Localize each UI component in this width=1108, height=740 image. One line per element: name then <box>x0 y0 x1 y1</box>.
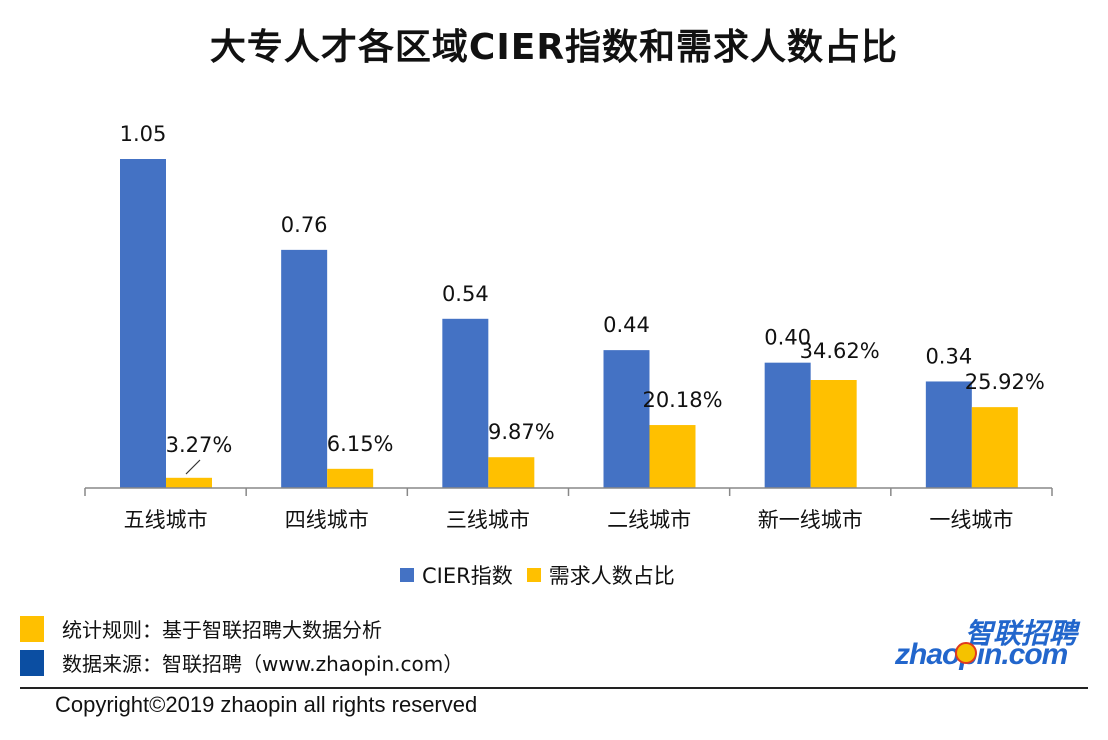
category-label: 新一线城市 <box>758 508 863 532</box>
bar-demand <box>488 457 535 488</box>
data-label-demand: 6.15% <box>327 432 394 456</box>
data-label-cier: 1.05 <box>120 122 167 146</box>
category-label: 一线城市 <box>929 508 1013 532</box>
chart-title: 大专人才各区域CIER指数和需求人数占比 <box>209 27 899 68</box>
bar-cier <box>281 249 328 488</box>
bar-demand <box>971 407 1018 488</box>
note-data-source: 数据来源：智联招聘（www.zhaopin.com） <box>20 648 463 677</box>
note-statistics-rule: 统计规则：基于智联招聘大数据分析 <box>20 614 382 643</box>
legend-swatch-demand <box>526 568 541 582</box>
note-source-text: 数据来源：智联招聘（www.zhaopin.com） <box>62 652 464 676</box>
data-label-cier: 0.40 <box>764 326 811 350</box>
category-label: 二线城市 <box>607 508 691 532</box>
legend-item-cier: CIER指数 <box>400 560 513 590</box>
footer-divider <box>20 687 1088 689</box>
note-statistics-text: 统计规则：基于智联招聘大数据分析 <box>62 618 382 642</box>
bar-demand <box>327 468 374 488</box>
note-blue-box <box>20 649 44 676</box>
bar-demand <box>810 380 857 488</box>
legend: CIER指数 需求人数占比 <box>400 560 689 590</box>
data-label-cier: 0.34 <box>925 344 972 368</box>
data-label-cier: 0.76 <box>281 213 328 237</box>
bar-cier <box>442 318 489 488</box>
bar-cier <box>764 362 811 488</box>
note-yellow-box <box>20 615 44 642</box>
logo-cn-text: 智联招聘 <box>964 617 1077 650</box>
bar-demand <box>166 477 212 488</box>
logo-dot-icon <box>955 642 977 664</box>
legend-label-demand: 需求人数占比 <box>548 564 675 588</box>
data-label-leader-line <box>185 459 201 475</box>
data-label-cier: 0.54 <box>442 282 489 306</box>
bar-cier <box>925 381 972 488</box>
logo-en-text: zhaopin.com <box>895 638 1068 671</box>
data-label-demand: 34.62% <box>800 339 880 363</box>
zhaopin-logo: 智联招聘 zhaopin.com <box>895 612 1095 672</box>
data-label-cier: 0.44 <box>603 313 650 337</box>
data-label-demand: 3.27% <box>166 433 233 457</box>
legend-swatch-cier <box>400 568 414 582</box>
category-label: 三线城市 <box>446 508 530 532</box>
data-label-demand: 9.87% <box>488 420 555 444</box>
data-label-demand: 25.92% <box>965 370 1045 394</box>
legend-label-cier: CIER指数 <box>422 564 513 588</box>
data-label-demand: 20.18% <box>642 388 722 412</box>
legend-item-demand: 需求人数占比 <box>526 560 675 590</box>
copyright-text: Copyright©2019 zhaopin all rights reserv… <box>55 692 478 717</box>
category-label: 四线城市 <box>285 508 369 532</box>
bar-demand <box>649 425 696 488</box>
bar-cier <box>603 350 650 488</box>
category-label: 五线城市 <box>124 508 208 532</box>
bar-cier <box>120 159 166 488</box>
